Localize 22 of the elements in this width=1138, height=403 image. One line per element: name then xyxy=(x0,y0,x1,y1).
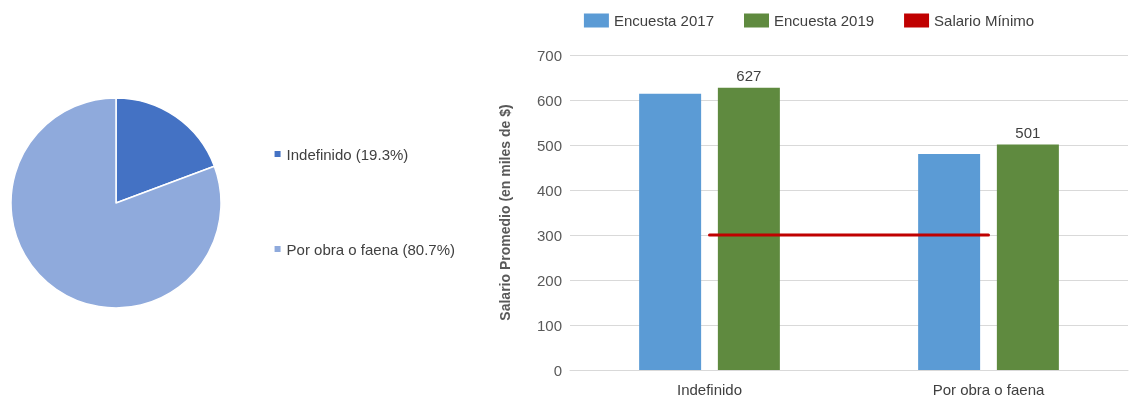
bar xyxy=(996,144,1059,370)
data-label: 627 xyxy=(736,66,762,84)
y-tick-label: 600 xyxy=(536,91,562,109)
y-tick-label: 300 xyxy=(536,226,562,244)
legend-label: Por obra o faena (80.7%) xyxy=(286,240,455,258)
legend-label: Encuesta 2019 xyxy=(773,12,875,29)
bar xyxy=(717,87,780,370)
data-label: 501 xyxy=(1015,123,1041,141)
bar xyxy=(639,93,702,370)
y-tick-label: 100 xyxy=(536,316,562,334)
y-axis-title: Salario Promedio (en miles de $) xyxy=(497,104,513,321)
legend-label: Indefinido (19.3%) xyxy=(286,145,409,163)
y-tick-label: 500 xyxy=(536,136,562,154)
y-tick-label: 700 xyxy=(536,46,562,64)
bar xyxy=(918,154,981,370)
y-tick-label: 0 xyxy=(553,361,562,379)
x-tick-label: Por obra o faena xyxy=(932,381,1046,398)
y-tick-label: 400 xyxy=(536,181,562,199)
y-tick-label: 200 xyxy=(536,271,562,289)
x-tick-label: Indefinido xyxy=(676,381,743,398)
legend-label: Encuesta 2017 xyxy=(613,12,714,29)
legend-label: Salario Mínimo xyxy=(934,12,1035,29)
